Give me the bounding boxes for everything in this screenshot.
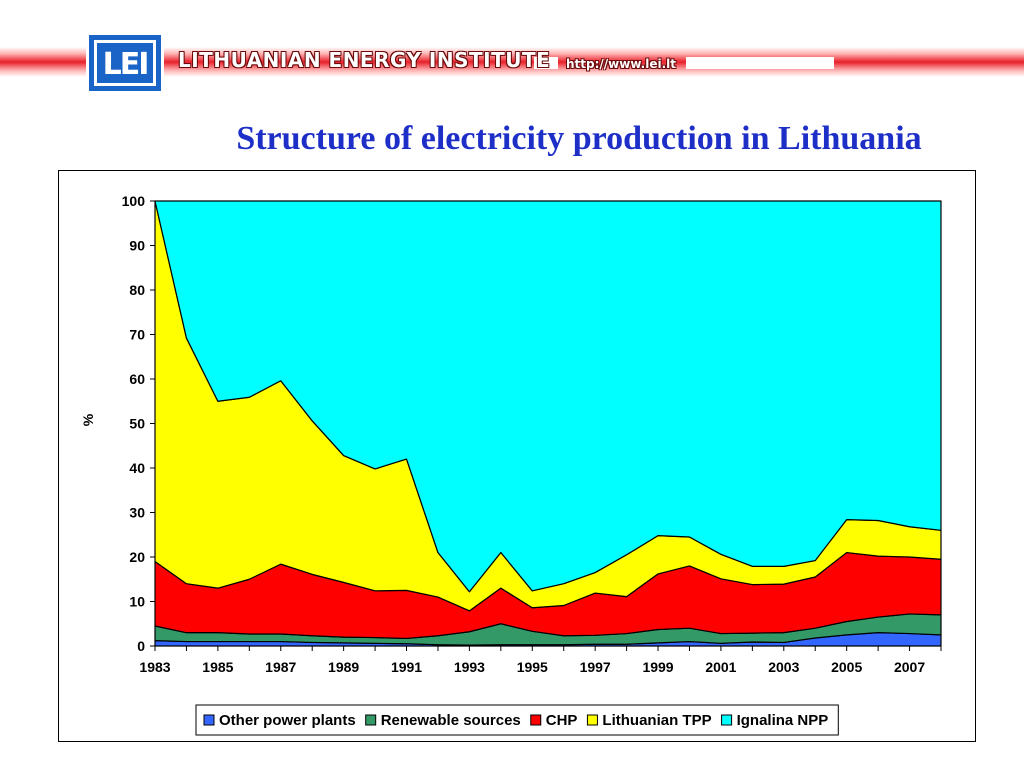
header-banner [0,47,1024,77]
axes-layer: 0 10 20 30 40 50 60 70 80 90 100 1983 1985 1987 1989 19… [122,193,942,675]
organization-url: http://www.lei.lt [566,57,676,71]
chart-legend: Other power plants Renewable sources CHP Li… [195,704,839,736]
legend-swatch-ignalina-npp [721,714,733,726]
area-series-ignalina-npp [154,200,942,593]
x-tick-label: 2005 [831,659,862,675]
x-tick-label: 1995 [517,659,548,675]
y-tick-label: 40 [129,460,145,476]
legend-label-chp: CHP [546,712,578,729]
y-axis-title: % [80,413,96,426]
x-tick-label: 1993 [454,659,485,675]
y-tick-label: 100 [122,193,146,209]
x-tick-label: 1983 [139,659,170,675]
areas-layer [154,200,942,647]
x-tick-label: 1985 [202,659,233,675]
y-tick-label: 0 [137,638,145,654]
x-tick-label: 1989 [328,659,359,675]
y-tick-label: 30 [129,505,145,521]
header-banner-gap [686,57,834,69]
header-banner-gap [534,57,558,69]
y-tick-label: 50 [129,416,145,432]
x-tick-label: 2001 [705,659,736,675]
legend-label-other-power-plants: Other power plants [219,712,356,729]
legend-swatch-other-power-plants [203,714,215,726]
x-tick-label: 1991 [391,659,422,675]
y-tick-label: 90 [129,238,145,254]
y-tick-label: 60 [129,371,145,387]
area-chart: 0 10 20 30 40 50 60 70 80 90 100 1983 1985 1987 1989 19… [80,193,942,736]
legend-label-renewable-sources: Renewable sources [381,712,521,729]
x-tick-label: 2003 [768,659,799,675]
lei-logo-mark: LEI [94,40,156,86]
organization-name: LITHUANIAN ENERGY INSTITUTE [178,48,551,72]
legend-swatch-chp [530,714,542,726]
x-tick-label: 1987 [265,659,296,675]
legend-swatch-lithuanian-tpp [586,714,598,726]
slide-title: Structure of electricity production in L… [236,120,922,157]
y-tick-label: 20 [129,549,145,565]
y-tick-label: 10 [129,594,145,610]
legend-label-lithuanian-tpp: Lithuanian TPP [602,712,711,729]
x-tick-label: 2007 [894,659,925,675]
legend-label-ignalina-npp: Ignalina NPP [737,712,829,729]
lei-logo: LEI [86,32,164,94]
x-tick-label: 1999 [642,659,673,675]
y-tick-label: 80 [129,282,145,298]
chart-frame: 0 10 20 30 40 50 60 70 80 90 100 1983 1985 1987 1989 19… [58,170,976,742]
legend-swatch-renewable-sources [365,714,377,726]
y-tick-label: 70 [129,327,145,343]
x-tick-label: 1997 [580,659,611,675]
